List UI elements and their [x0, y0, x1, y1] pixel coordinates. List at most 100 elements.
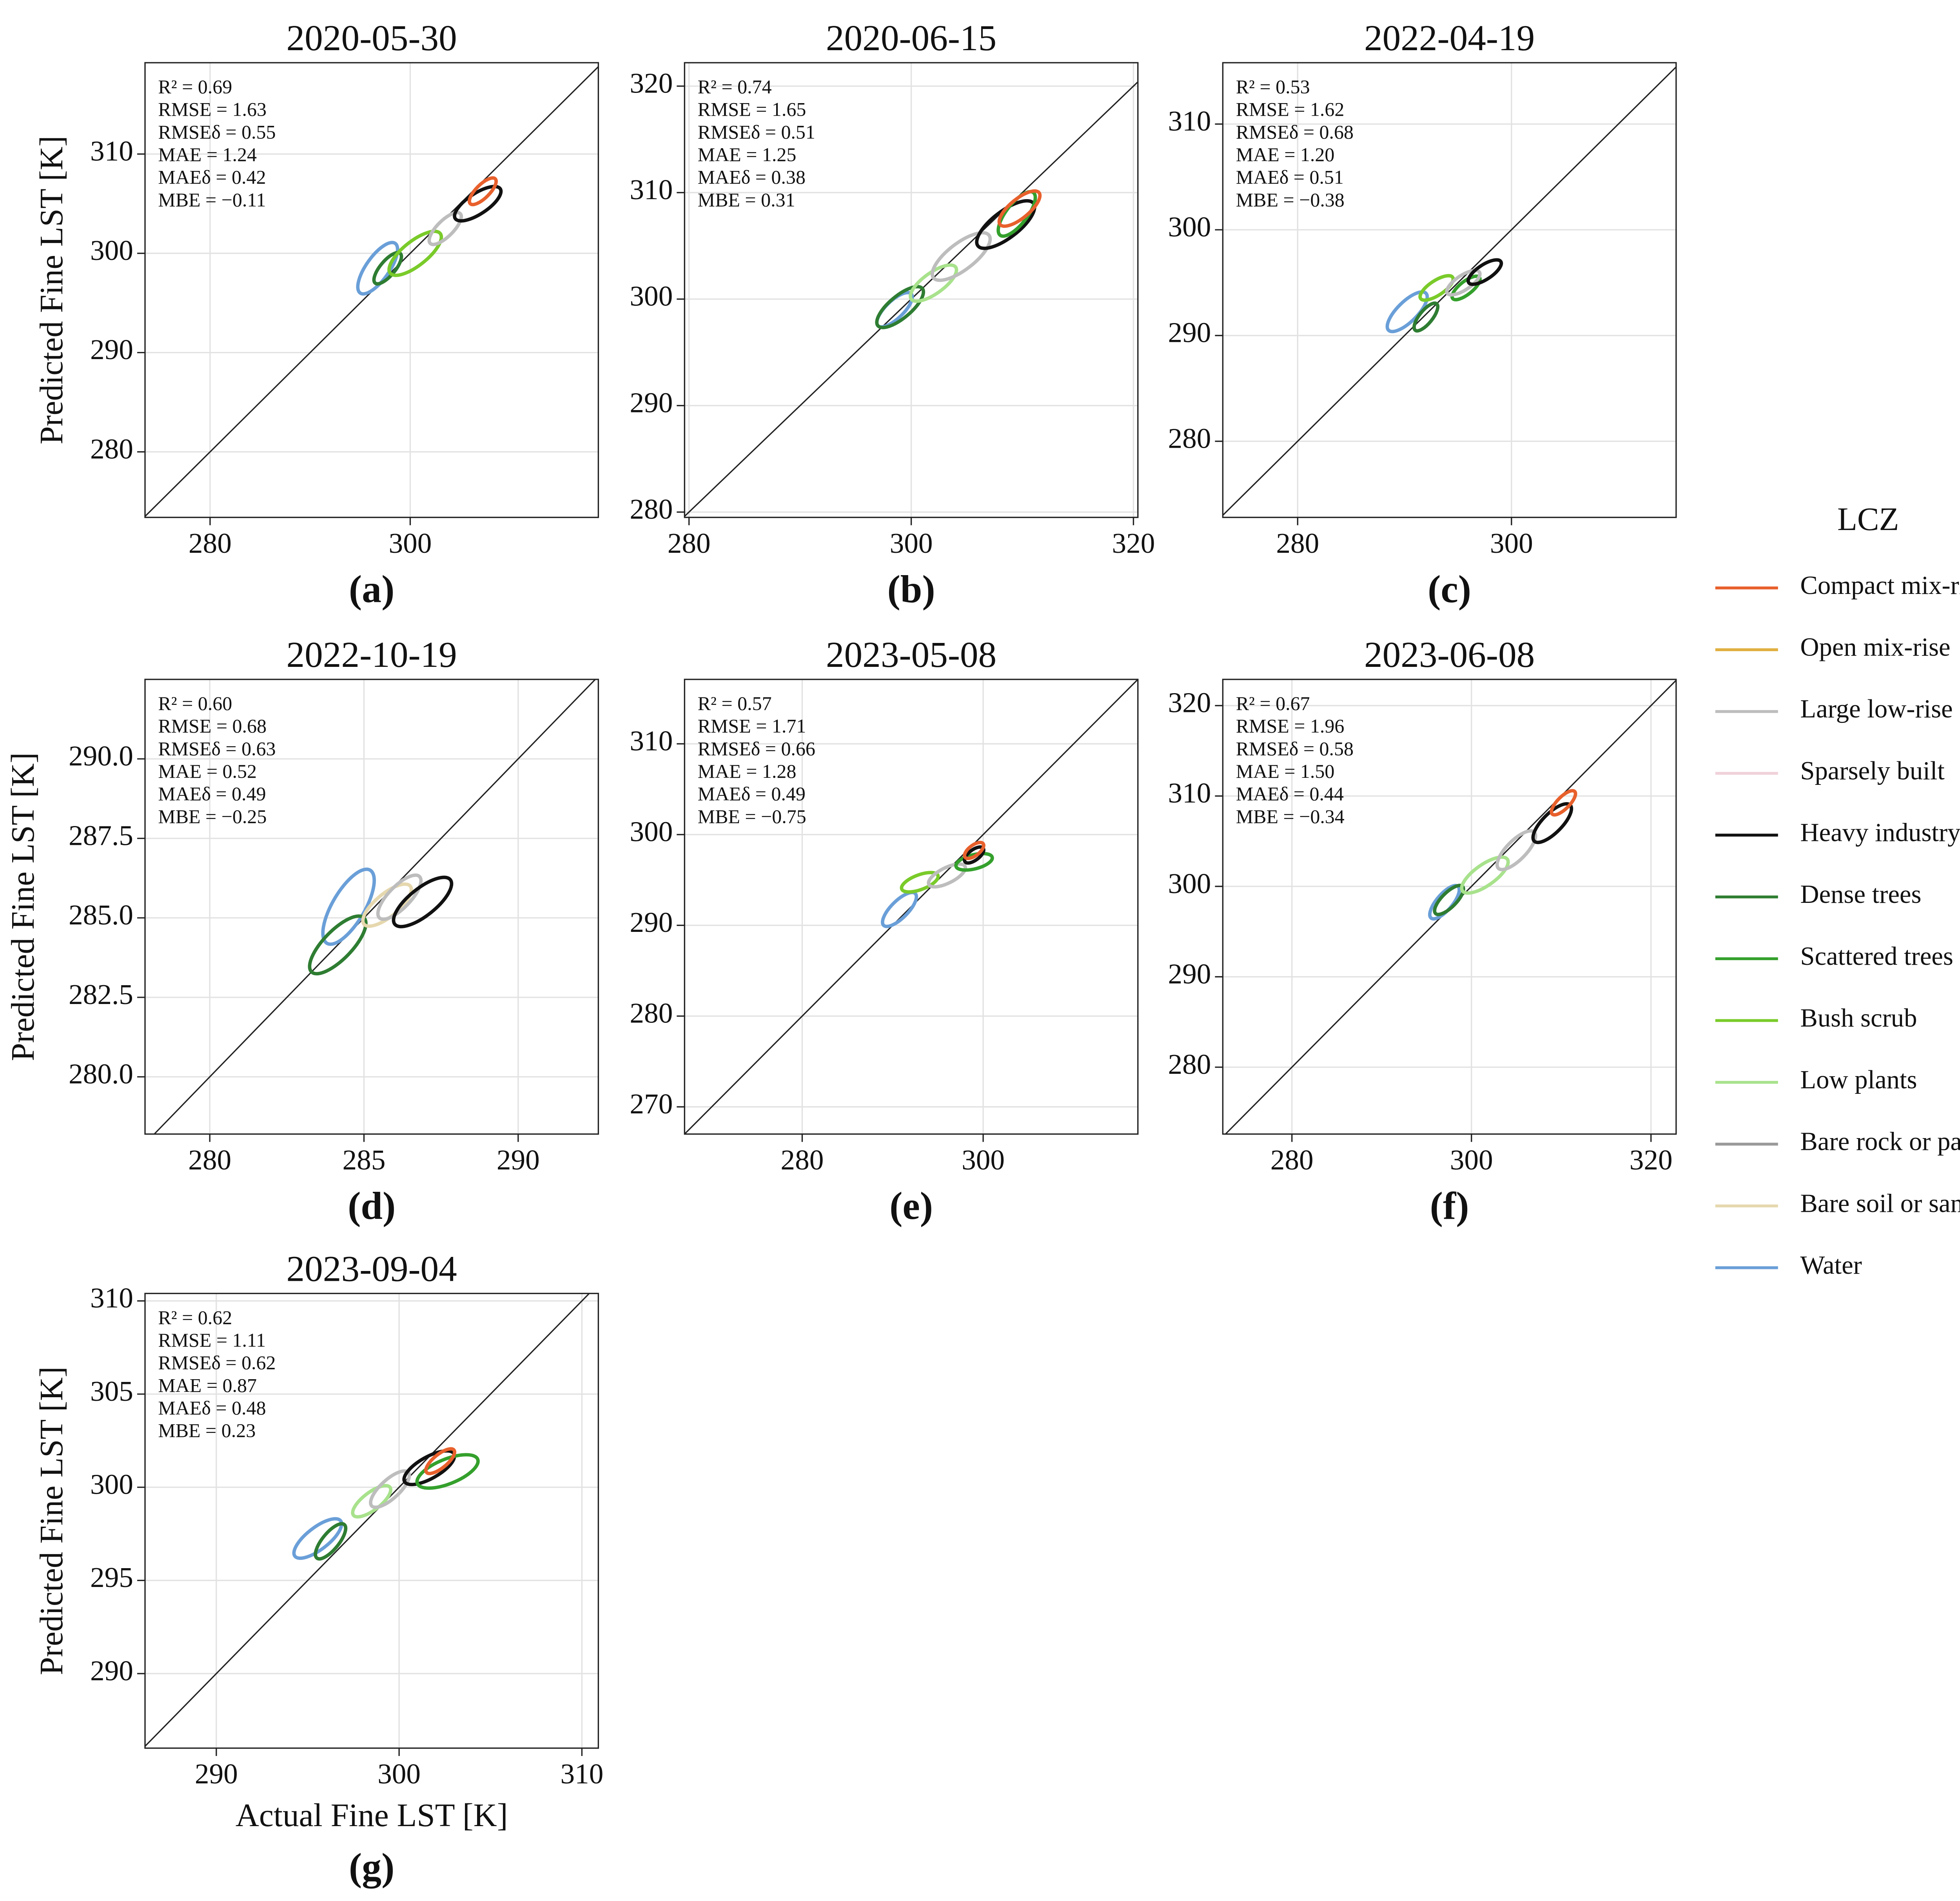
stat-text: MAEδ = 0.38 — [698, 166, 806, 188]
panel-label: (f) — [1430, 1184, 1469, 1227]
stat-text: RMSE = 1.71 — [698, 715, 806, 737]
stat-text: RMSE = 1.62 — [1236, 98, 1345, 120]
panel-label: (a) — [349, 567, 395, 611]
lcz-contour — [1460, 855, 1510, 895]
y-tick-label: 320 — [630, 67, 673, 99]
plot-area — [145, 1293, 599, 1748]
plot-area — [145, 679, 599, 1134]
legend-label: Compact mix-rise — [1800, 571, 1960, 600]
x-axis-label: Actual Fine LST [K] — [236, 1798, 508, 1834]
x-tick-label: 280 — [189, 527, 232, 559]
stat-text: MAE = 0.87 — [158, 1374, 257, 1396]
panel-title: 2020-05-30 — [287, 18, 457, 58]
stat-text: RMSEδ = 0.55 — [158, 121, 276, 143]
x-tick-label: 300 — [388, 527, 432, 559]
y-axis-label: Predicted Fine LST [K] — [34, 1367, 70, 1675]
y-tick-label: 280 — [630, 997, 673, 1029]
stat-text: MAEδ = 0.44 — [1236, 783, 1344, 805]
x-tick-label: 280 — [668, 527, 711, 559]
legend-label: Dense trees — [1800, 880, 1921, 909]
panel-title: 2022-10-19 — [287, 635, 457, 675]
x-tick-label: 280 — [1276, 527, 1319, 559]
legend-label: Low plants — [1800, 1066, 1917, 1094]
legend-label: Bush scrub — [1800, 1004, 1917, 1032]
y-tick-label: 290 — [90, 334, 133, 365]
stat-text: RMSE = 1.96 — [1236, 715, 1345, 737]
y-tick-label: 300 — [630, 280, 673, 312]
stat-text: RMSE = 1.63 — [158, 98, 267, 120]
lcz-contour — [909, 263, 958, 303]
panel-title: 2023-09-04 — [287, 1249, 457, 1289]
stat-text: RMSEδ = 0.58 — [1236, 737, 1354, 759]
plot-frame — [144, 679, 599, 1135]
x-tick-label: 290 — [195, 1758, 238, 1790]
plot-frame — [144, 1293, 599, 1749]
legend-label: Bare soil or sand — [1800, 1189, 1960, 1218]
x-tick-label: 300 — [1490, 527, 1533, 559]
y-tick-label: 280.0 — [69, 1058, 133, 1090]
stat-text: MBE = −0.38 — [1236, 189, 1345, 211]
y-tick-label: 290 — [630, 387, 673, 418]
x-tick-label: 280 — [188, 1144, 231, 1176]
stat-text: RMSEδ = 0.62 — [158, 1352, 276, 1374]
y-tick-label: 300 — [1168, 868, 1211, 899]
lcz-contour — [1418, 274, 1455, 302]
x-tick-label: 280 — [780, 1144, 824, 1176]
stat-text: MAE = 1.25 — [698, 143, 797, 165]
lcz-contour — [927, 862, 967, 889]
stat-text: MAE = 1.20 — [1236, 143, 1335, 165]
y-tick-label: 310 — [1168, 777, 1211, 809]
x-tick-label: 300 — [890, 527, 933, 559]
stat-text: MBE = −0.34 — [1236, 805, 1345, 827]
x-tick-label: 310 — [560, 1758, 603, 1790]
legend-label: Scattered trees — [1800, 942, 1953, 971]
lcz-contour — [424, 1447, 456, 1475]
lcz-contour — [963, 841, 985, 861]
y-tick-label: 285.0 — [69, 899, 133, 931]
stat-text: MBE = −0.75 — [698, 805, 806, 827]
panel-label: (c) — [1428, 567, 1471, 611]
x-tick-label: 320 — [1112, 527, 1155, 559]
lcz-contour — [392, 875, 454, 928]
stat-text: MAEδ = 0.48 — [158, 1397, 266, 1419]
lcz-contour — [376, 873, 423, 921]
y-tick-label: 310 — [90, 1282, 133, 1314]
panel: 280 285 290 280.0 282.5 285.0 287.5 290.0 R² = 0… — [5, 635, 599, 1227]
plot-frame — [684, 62, 1139, 518]
lcz-contour — [1550, 789, 1577, 817]
legend-label: Heavy industry — [1800, 819, 1960, 847]
panel-label: (g) — [349, 1845, 395, 1888]
panel-label: (d) — [348, 1184, 396, 1227]
stat-text: R² = 0.74 — [698, 76, 772, 98]
legend-label: Bare rock or paved — [1800, 1128, 1960, 1156]
lcz-contour — [1466, 258, 1503, 286]
lcz-contour — [415, 1453, 480, 1490]
stat-text: MBE = −0.25 — [158, 805, 267, 827]
x-tick-label: 300 — [1450, 1144, 1493, 1176]
y-tick-label: 320 — [1168, 687, 1211, 719]
x-tick-label: 285 — [343, 1144, 386, 1176]
stat-text: R² = 0.67 — [1236, 692, 1310, 714]
y-tick-label: 300 — [1168, 211, 1211, 243]
lcz-contour — [356, 241, 399, 296]
x-tick-label: 290 — [497, 1144, 540, 1176]
y-tick-label: 282.5 — [69, 979, 133, 1010]
stat-text: MAEδ = 0.49 — [158, 783, 266, 805]
stat-text: MBE = 0.23 — [158, 1420, 256, 1442]
x-tick-label: 320 — [1630, 1144, 1673, 1176]
stat-text: MAEδ = 0.51 — [1236, 166, 1344, 188]
y-tick-label: 280 — [630, 493, 673, 525]
stat-text: RMSE = 0.68 — [158, 715, 267, 737]
y-tick-label: 310 — [1168, 105, 1211, 137]
plot-frame — [684, 679, 1139, 1135]
lcz-contour — [292, 1517, 343, 1560]
stat-text: RMSE = 1.65 — [698, 98, 806, 120]
lcz-contour — [875, 285, 926, 329]
plot-frame — [1222, 679, 1677, 1135]
identity-line — [154, 679, 596, 1135]
stat-text: R² = 0.57 — [698, 692, 772, 714]
stat-text: MAE = 1.24 — [158, 143, 257, 165]
